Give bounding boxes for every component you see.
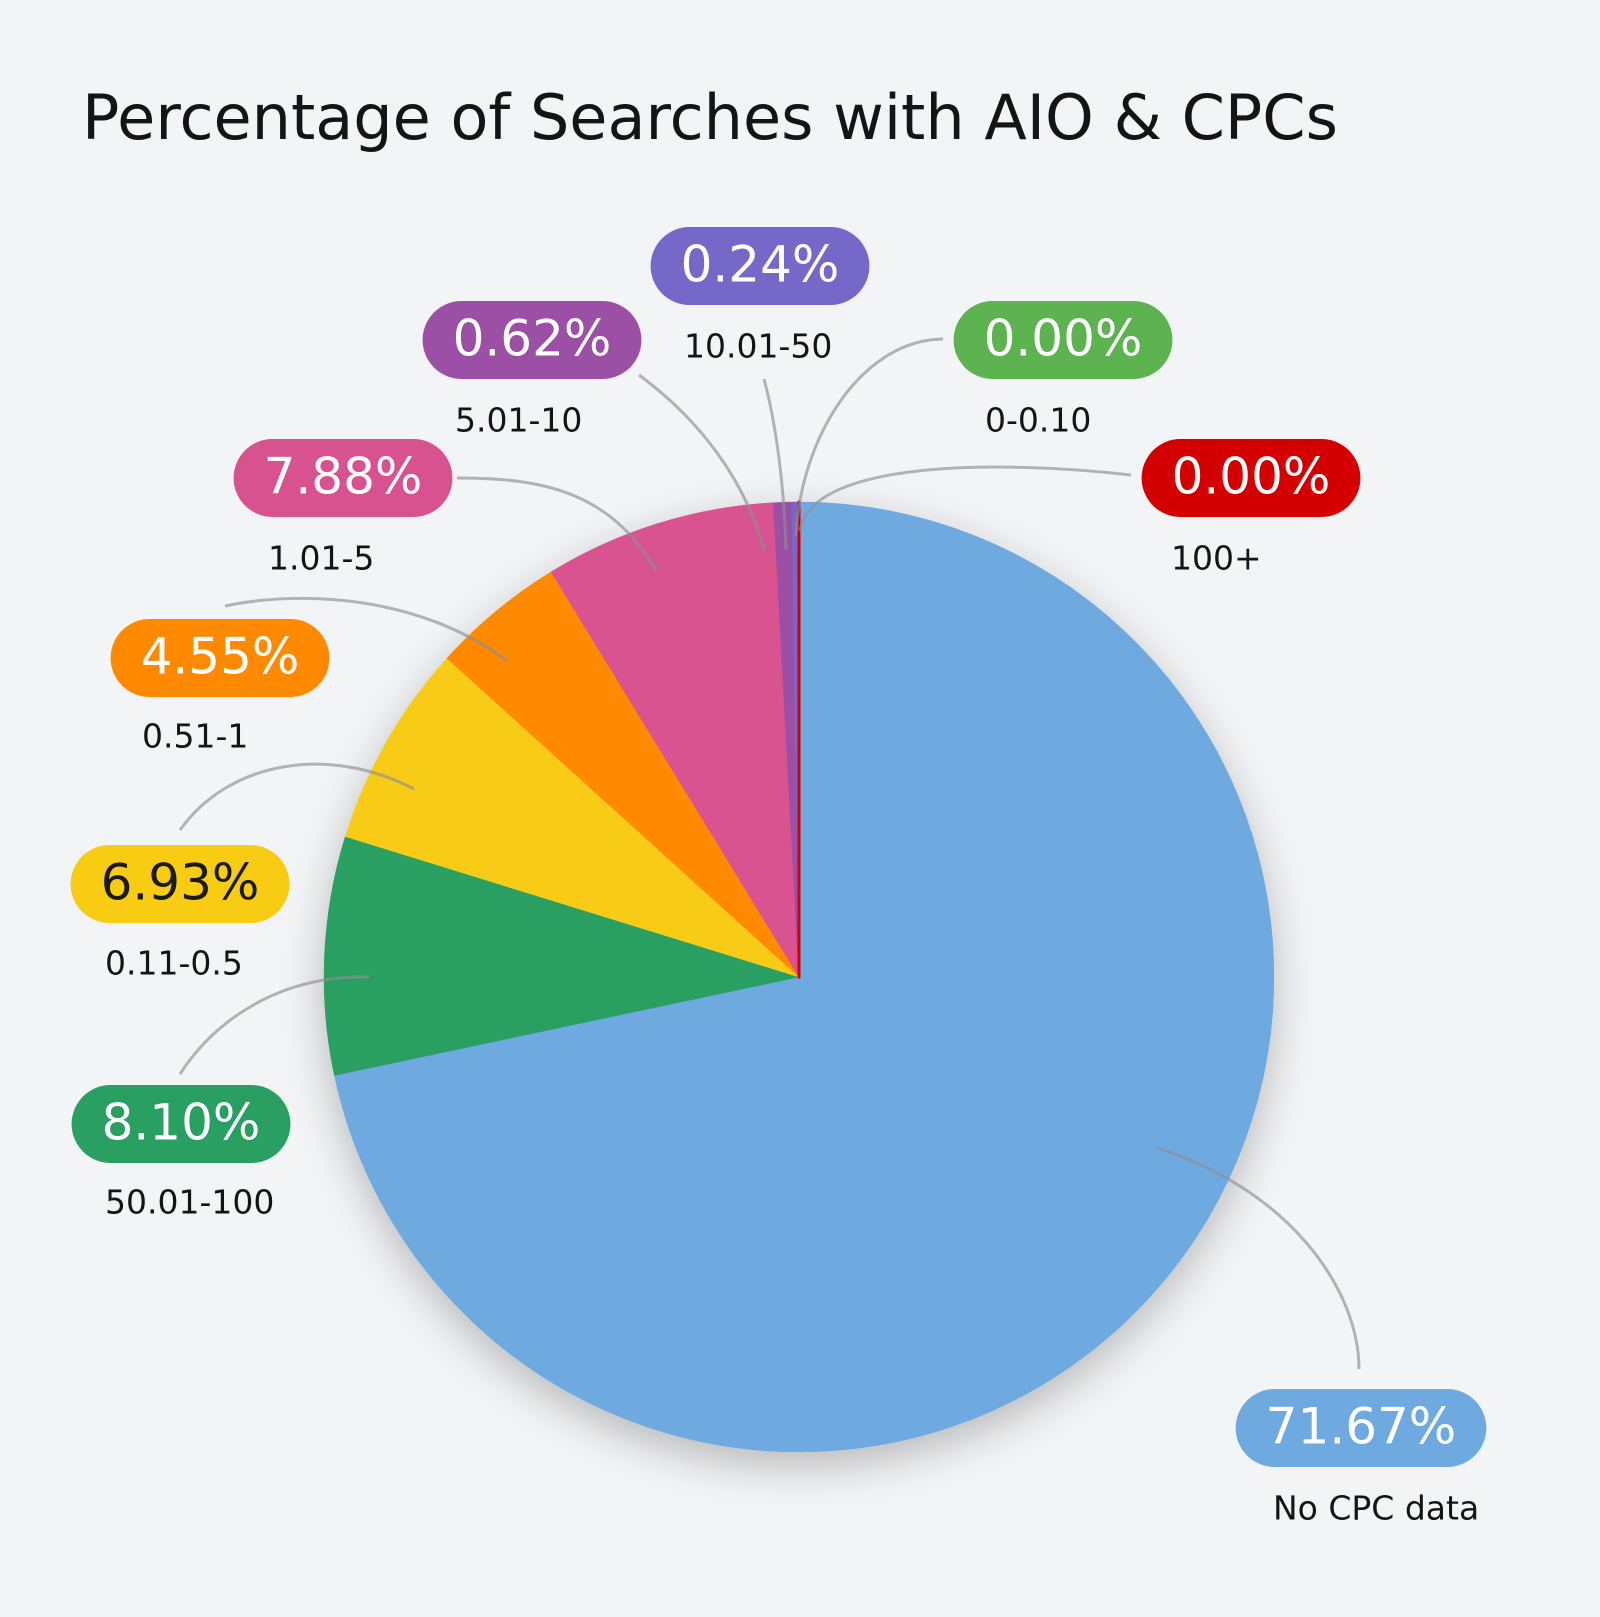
category-label: 10.01-50 [684,327,832,366]
value-label: 71.67% [1266,1398,1457,1456]
category-label: 50.01-100 [105,1183,274,1222]
leader-line [762,378,788,551]
leader-line [1156,1146,1361,1370]
value-label: 8.10% [102,1094,261,1152]
category-label: 5.01-10 [455,401,582,440]
leader-line [456,476,659,573]
leader-line [178,975,370,1075]
pie [323,500,1275,1453]
category-label: 0.11-0.5 [105,944,243,983]
label-pill [71,1085,291,1163]
value-label: 0.00% [984,310,1143,368]
value-label: 4.55% [141,628,300,686]
value-label: 0.62% [453,310,612,368]
category-label: 1.01-5 [268,539,374,578]
pie-slice [344,657,800,978]
label-pill [650,227,870,305]
category-label: 0-0.10 [985,401,1091,440]
pie-slice [550,502,800,978]
label-pill [110,619,330,697]
label-pill [70,845,290,923]
value-label: 6.93% [101,854,260,912]
leader-line [224,596,508,663]
category-label: 0.51-1 [142,717,248,756]
category-label: No CPC data [1273,1489,1479,1528]
chart-title: Percentage of Searches with AIO & CPCs [82,81,1338,154]
label-pill [422,301,642,379]
value-label: 0.24% [681,236,840,294]
leader-line [178,762,415,831]
label-pill [233,439,453,517]
category-label: 100+ [1171,539,1262,578]
label-pill [1141,439,1361,517]
leader-line [638,373,766,551]
labels: 71.67% No CPC data 8.10% 50.01-100 6.93% 0.11… [70,227,1487,1528]
pie-slice [334,501,1275,1453]
leader-line [794,337,944,537]
value-label: 7.88% [264,448,423,506]
leader-lines [178,337,1361,1370]
label-pill [953,301,1173,379]
leader-line [798,465,1132,532]
value-label: 0.00% [1172,448,1331,506]
pie-slice [323,836,800,1076]
label-pill [1235,1389,1487,1467]
